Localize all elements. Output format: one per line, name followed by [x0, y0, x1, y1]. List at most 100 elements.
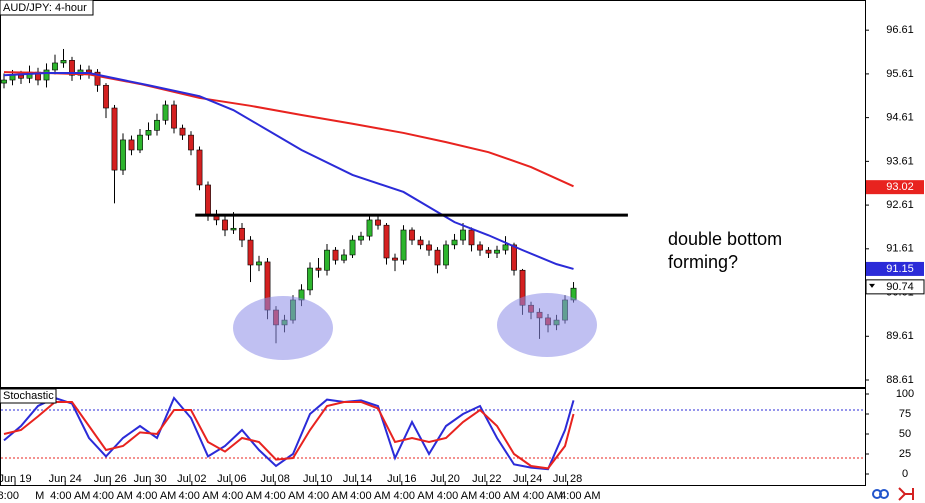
- candle-body: [162, 104, 169, 121]
- candle-body: [154, 119, 160, 131]
- candle-body: [502, 244, 509, 251]
- stochastic-panel: [0, 388, 866, 486]
- y-tick-label: 92.61: [886, 199, 914, 211]
- y-tick-label: 91.61: [886, 243, 914, 255]
- candle-body: [43, 69, 50, 81]
- x-tick-label: Jul 08: [260, 473, 289, 485]
- candle-body: [485, 249, 492, 254]
- x-tick-label: 4:00 AM: [50, 490, 90, 502]
- moving-average: [3, 72, 574, 270]
- candle-body: [128, 139, 135, 151]
- chart-title: AUD/JPY: 4-hour: [3, 2, 87, 14]
- candle-body: [477, 244, 483, 251]
- candle-body: [145, 130, 152, 136]
- x-tick-label: 4:00 AM: [479, 490, 519, 502]
- y-tick-label: 89.61: [886, 330, 914, 342]
- x-tick-label: 4:00 AM: [222, 490, 262, 502]
- candle-body: [188, 134, 194, 151]
- price-label: 90.74: [886, 281, 914, 293]
- marks: 96.6195.6194.6193.6192.6191.6190.6189.61…: [0, 24, 925, 502]
- candle-body: [60, 60, 67, 64]
- x-tick-label: 4:00 AM: [350, 490, 390, 502]
- y-tick-label: 88.61: [886, 374, 914, 386]
- main-panel: [0, 0, 866, 388]
- candle-body: [366, 219, 373, 237]
- x-tick-label: 4:00 AM: [178, 490, 218, 502]
- x-tick-label: 4:00 AM: [308, 490, 348, 502]
- x-tick-label: Jul 24: [513, 473, 542, 485]
- price-badge: [865, 279, 925, 295]
- price-badge: [866, 261, 924, 276]
- candle-body: [341, 254, 347, 261]
- annotation: forming?: [668, 252, 738, 272]
- y-tick-label: 50: [899, 428, 911, 440]
- x-tick-label: Jul 10: [303, 473, 332, 485]
- x-tick-label: Jun 30: [134, 473, 167, 485]
- price-label: 91.15: [886, 263, 914, 275]
- x-tick-label: Jul 02: [177, 473, 206, 485]
- y-tick-label: 96.61: [886, 24, 914, 36]
- candle-body: [256, 261, 262, 266]
- price-label: 93.02: [886, 181, 914, 193]
- y-tick-label: 25: [899, 448, 911, 460]
- y-tick-label: 0: [902, 468, 908, 480]
- x-tick-label: 8:00: [0, 490, 19, 502]
- bottom-highlight: [497, 293, 597, 357]
- candle-body: [171, 104, 177, 129]
- candle-body: [196, 149, 203, 186]
- x-tick-label: Jul 06: [217, 473, 246, 485]
- title-box: [0, 0, 94, 16]
- candle-body: [443, 244, 449, 266]
- y-tick-label: 94.61: [886, 112, 914, 124]
- x-tick-label: 4:00 AM: [264, 490, 304, 502]
- stoch-title-box: [0, 388, 57, 404]
- candle-body: [1, 79, 7, 84]
- x-tick-label: 4:00 AM: [437, 490, 477, 502]
- candle-body: [111, 107, 118, 171]
- candle-body: [494, 249, 500, 254]
- x-tick-label: Jul 20: [430, 473, 459, 485]
- candle-body: [9, 74, 16, 81]
- candle-body: [434, 249, 441, 266]
- x-tick-label: M: [35, 490, 44, 502]
- candle-body: [451, 239, 458, 246]
- candle-body: [94, 71, 101, 86]
- x-tick-label: 4:00 AM: [136, 490, 176, 502]
- stochastic-line: [3, 401, 575, 470]
- y-tick-label: 100: [896, 388, 914, 400]
- bottom-highlight: [233, 296, 333, 360]
- annotation: double bottom: [668, 229, 782, 249]
- candle-body: [205, 184, 211, 216]
- candle-body: [120, 139, 126, 171]
- x-tick-label: 4:00 AM: [93, 490, 133, 502]
- candle-body: [103, 84, 109, 109]
- candle-body: [358, 235, 364, 241]
- price-badge: [866, 180, 924, 195]
- arrow-icon[interactable]: [898, 487, 914, 501]
- candle-body: [417, 239, 424, 246]
- candle-body: [69, 60, 75, 76]
- candle-body: [426, 244, 432, 251]
- x-tick-label: Jul 16: [387, 473, 416, 485]
- candle-body: [86, 69, 92, 73]
- x-tick-label: Jun 26: [94, 473, 127, 485]
- y-tick-label: 93.61: [886, 155, 914, 167]
- candle-body: [460, 229, 466, 241]
- candle-body: [324, 249, 330, 271]
- candle-body: [239, 227, 245, 241]
- y-tick-label: 75: [899, 408, 911, 420]
- candle-body: [307, 267, 313, 291]
- x-tick-label: Jul 28: [553, 473, 582, 485]
- x-tick-label: Jul 22: [472, 473, 501, 485]
- candle-body: [18, 74, 24, 79]
- x-tick-label: 4:00 AM: [560, 490, 600, 502]
- x-tick-label: Jun 19: [0, 473, 32, 485]
- link-icon[interactable]: [879, 489, 889, 499]
- x-tick-label: Jun 24: [49, 473, 82, 485]
- candle-body: [400, 229, 407, 261]
- candle-body: [315, 267, 322, 271]
- toolbar[interactable]: [872, 487, 914, 501]
- x-tick-label: 4:00 AM: [394, 490, 434, 502]
- candle-body: [230, 227, 237, 231]
- candle-body: [511, 244, 517, 271]
